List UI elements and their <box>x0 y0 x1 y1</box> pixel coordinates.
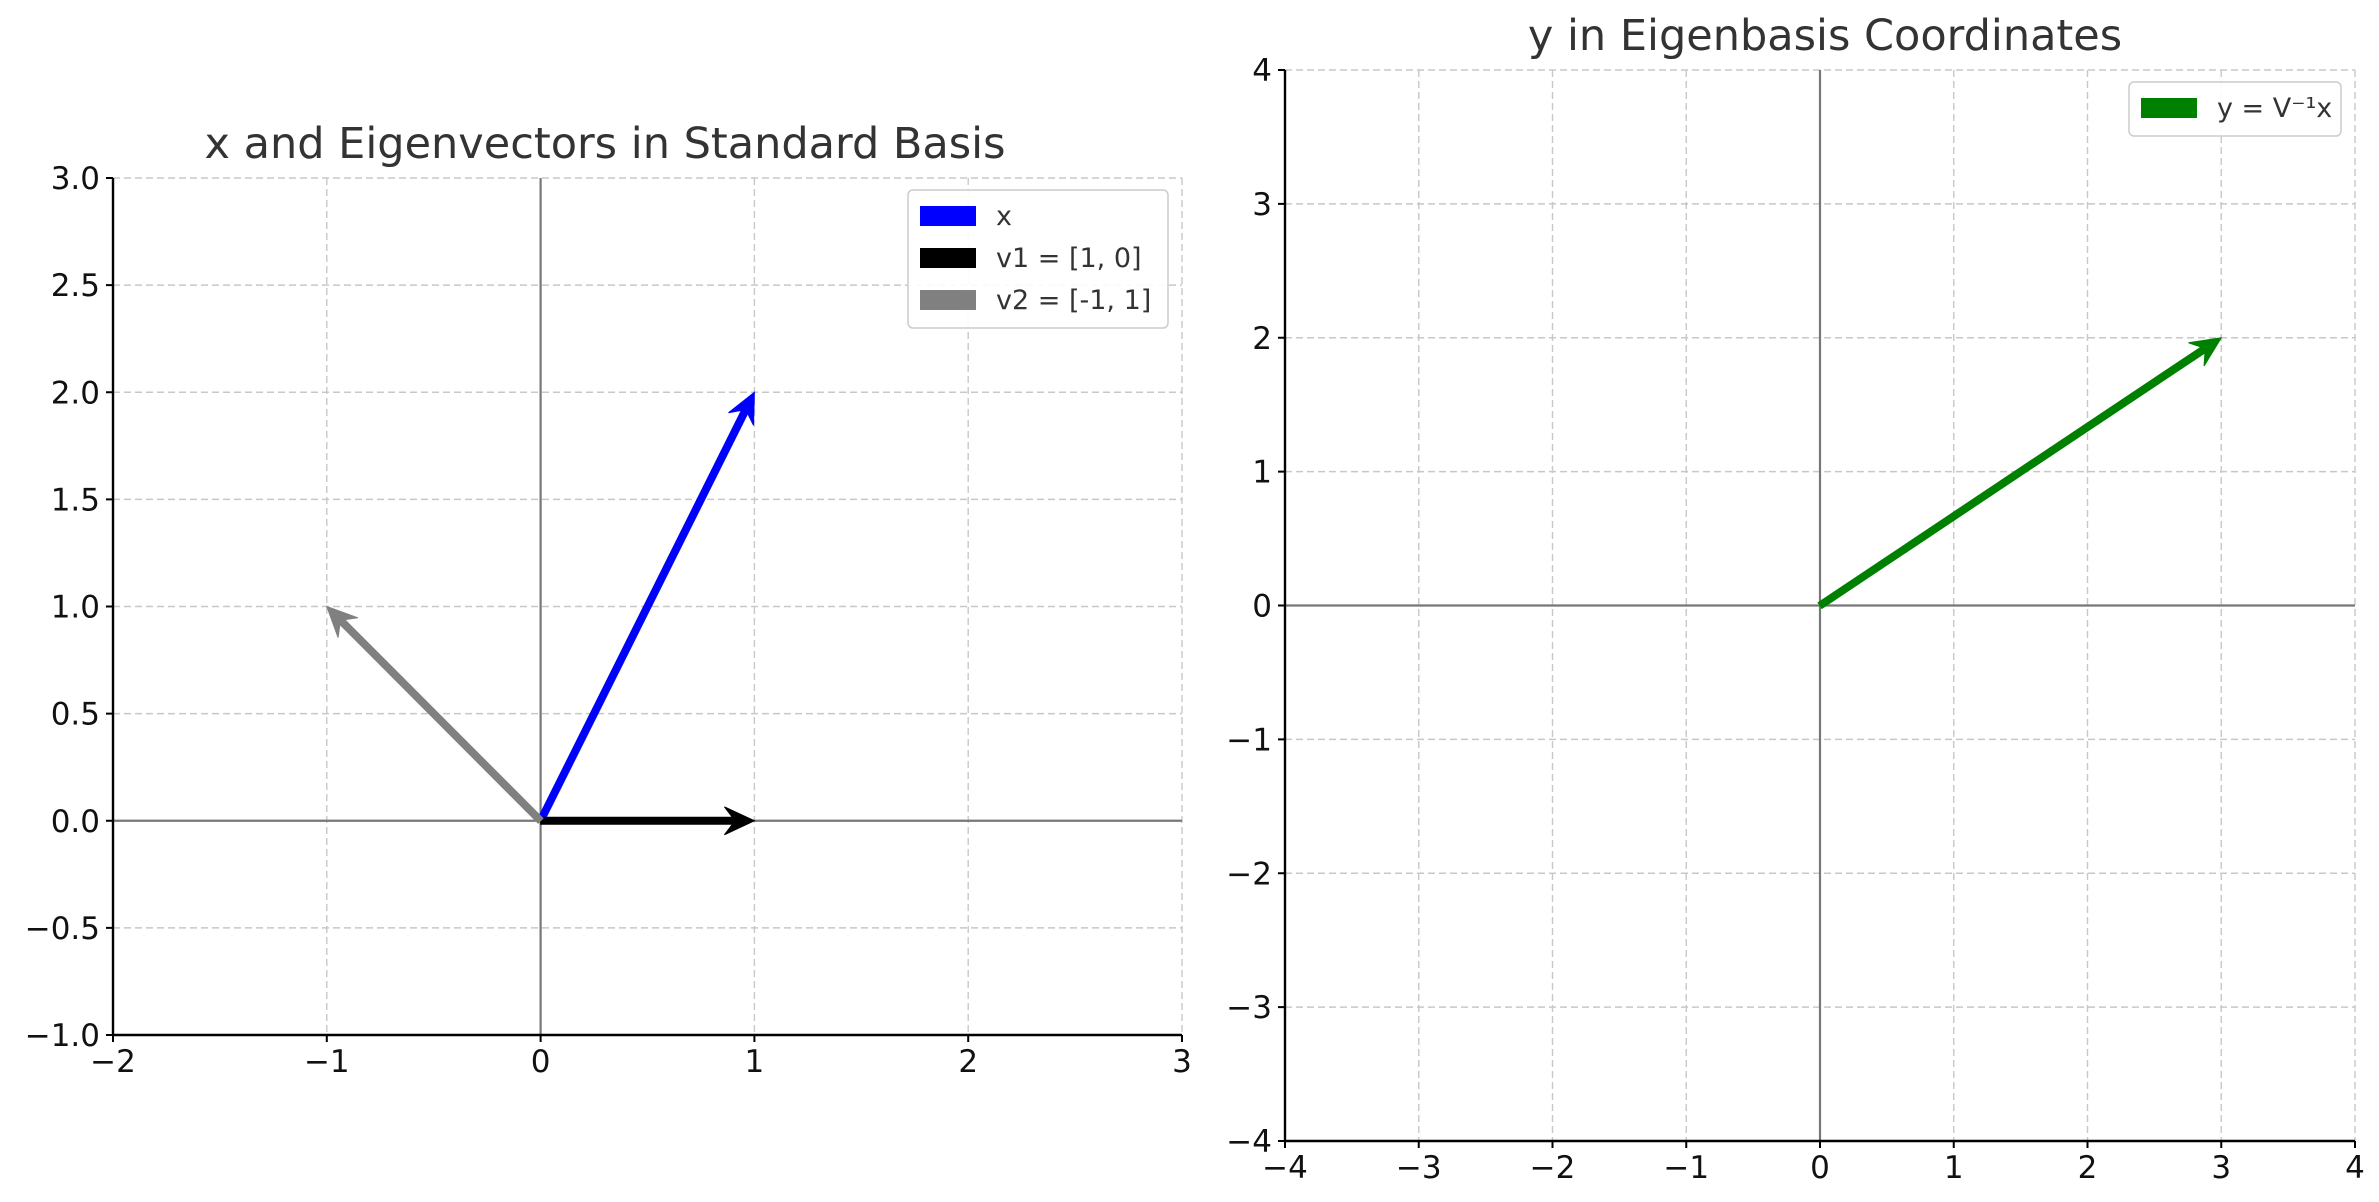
y-tick-label: 2 <box>1252 321 1272 357</box>
x-tick-label: 0 <box>531 1044 551 1080</box>
y-tick-label: 0.0 <box>51 804 100 840</box>
x-tick-label: 3 <box>1172 1044 1192 1080</box>
x-tick-label: 2 <box>2078 1150 2098 1186</box>
y-tick-label: 3 <box>1252 187 1272 223</box>
legend-label: y = V⁻¹x <box>2217 93 2332 124</box>
y-tick-label: 1.5 <box>51 482 100 518</box>
x-tick-label: −2 <box>1530 1150 1576 1186</box>
y-tick-label: −0.5 <box>25 911 100 947</box>
legend-label: v2 = [-1, 1] <box>996 285 1151 316</box>
x-tick-label: 2 <box>958 1044 978 1080</box>
vector-arrow <box>325 605 544 824</box>
x-tick-label: −1 <box>304 1044 350 1080</box>
y-tick-label: 4 <box>1252 53 1272 89</box>
chart-title: y in Eigenbasis Coordinates <box>1528 11 2122 61</box>
x-tick-label: −4 <box>1262 1150 1308 1186</box>
x-tick-label: −3 <box>1396 1150 1442 1186</box>
x-tick-label: 1 <box>1944 1150 1964 1186</box>
y-tick-label: −2 <box>1226 856 1272 892</box>
y-tick-label: −1.0 <box>25 1018 100 1054</box>
chart-title: x and Eigenvectors in Standard Basis <box>204 119 1005 169</box>
chart-standard-basis: x and Eigenvectors in Standard Basis −2−… <box>25 119 1192 1080</box>
y-tick-label: 3.0 <box>51 161 100 197</box>
x-tick-label: 3 <box>2211 1150 2231 1186</box>
x-tick-label: 4 <box>2345 1150 2365 1186</box>
chart-eigenbasis: y in Eigenbasis Coordinates −4 −3 −2 −1 0 1 2 3… <box>1226 11 2365 1186</box>
legend: y = V⁻¹x <box>2128 81 2342 137</box>
y-tick-label: −4 <box>1226 1124 1272 1160</box>
y-tick-label: 0.5 <box>51 697 100 733</box>
y-tick-label: 2.0 <box>51 375 100 411</box>
legend: x v1 = [1, 0] v2 = [-1, 1] <box>907 189 1169 329</box>
legend-swatch <box>2141 98 2197 118</box>
y-tick-label: 1 <box>1252 455 1272 491</box>
y-tick-label: 1.0 <box>51 590 100 626</box>
vector-arrow <box>536 391 755 823</box>
vector-arrow <box>540 806 756 836</box>
legend-swatch <box>920 248 976 268</box>
x-tick-label: 1 <box>745 1044 765 1080</box>
x-tick-label: 0 <box>1810 1150 1830 1186</box>
y-tick-label: −1 <box>1226 722 1272 758</box>
y-tick-label: 0 <box>1252 589 1272 625</box>
legend-swatch <box>920 206 976 226</box>
vector-arrow <box>1817 337 2223 610</box>
legend-box <box>2128 81 2342 137</box>
legend-swatch <box>920 290 976 310</box>
y-tick-label: −3 <box>1226 990 1272 1026</box>
legend-label: x <box>996 201 1012 232</box>
legend-label: v1 = [1, 0] <box>996 243 1142 274</box>
y-tick-label: 2.5 <box>51 268 100 304</box>
x-tick-label: −2 <box>90 1044 136 1080</box>
x-tick-label: −1 <box>1663 1150 1709 1186</box>
